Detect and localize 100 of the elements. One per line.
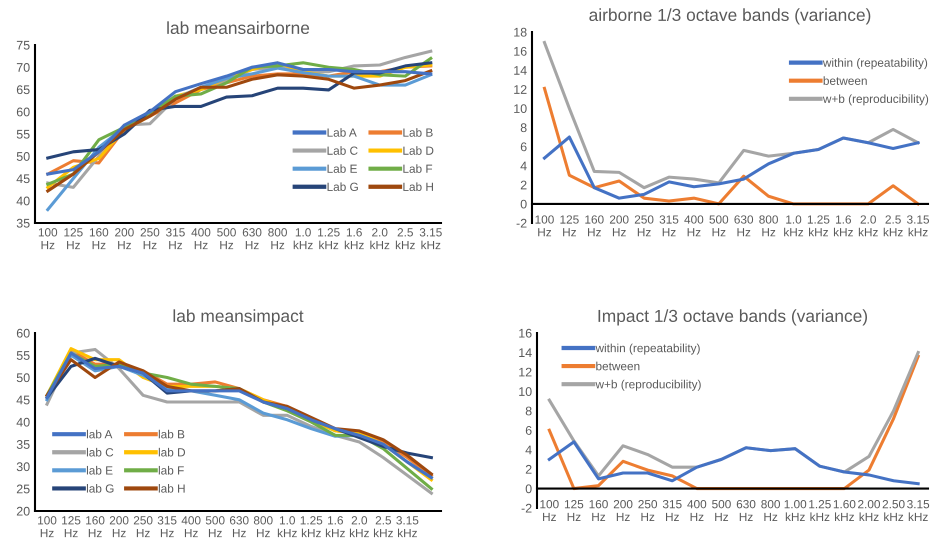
x-tick-label: 800 Hz [268,228,287,250]
x-tick-label: 250 Hz [638,500,658,521]
y-tick-label: 55 [16,351,30,360]
y-tick-label: 2 [526,464,532,474]
x-tick-label: 250 Hz [134,516,152,538]
y-tick-label: 70 [16,63,30,72]
x-tick-label: 2.50 kHz [882,500,905,521]
y-tick-label: 12 [514,85,527,94]
x-tick-label: 630 Hz [736,500,756,521]
x-tick-label: 500 Hz [712,500,731,521]
x-tick-label: 1.0 kHz [294,228,313,250]
x-tick-label: 200 Hz [110,516,128,538]
legend-label: lab A [86,430,112,438]
x-tick-label: 125 Hz [564,500,584,521]
y-tick-label: 8 [526,406,532,416]
x-tick-label: 200 Hz [115,228,134,250]
x-tick-label: 1.25 kHz [809,500,831,521]
y-tick-label: 4 [520,162,527,170]
x-tick-label: 1.60 kHz [834,500,856,521]
x-tick-label: 800 Hz [761,500,780,521]
chart-title: lab meansimpact [174,309,304,326]
legend-label: lab D [158,448,186,457]
y-tick-label: 40 [16,196,30,206]
y-tick-label: 40 [16,418,30,427]
x-tick-label: 2.5 kHz [374,516,393,538]
y-tick-label: 12 [519,368,532,376]
x-tick-label: 160 Hz [585,215,604,236]
y-tick-label: 75 [16,40,30,50]
x-tick-label: 1.6 kHz [834,215,853,236]
y-tick-label: 10 [519,387,532,396]
x-tick-label: 100 Hz [540,500,559,521]
x-tick-label: 315 Hz [660,215,678,236]
legend-label: w+b (reproducibility) [595,380,701,391]
x-tick-label: 125 Hz [62,516,80,538]
y-tick-label: 0 [520,200,527,209]
chart-title: Impact 1/3 octave bands (variance) [598,309,868,326]
legend-label: lab B [158,430,184,438]
legend-label: Lab B [403,128,433,137]
x-tick-label: 100 Hz [38,516,56,538]
legend-label: Lab A [328,128,357,137]
y-tick-label: 50 [16,373,30,382]
x-tick-label: 1.0 kHz [278,516,297,538]
x-tick-label: 200 Hz [610,215,629,236]
x-tick-label: 400 Hz [191,228,210,250]
x-tick-label: 1.25 kHz [300,516,322,538]
y-tick-label: 4 [525,446,532,454]
legend-label: lab E [86,466,113,475]
y-tick-label: 6 [520,142,527,152]
x-tick-label: 125 Hz [64,228,83,250]
x-tick-label: 250 Hz [140,228,160,250]
x-tick-label: 2.0 kHz [370,228,390,250]
legend-label: Lab D [403,146,434,155]
x-tick-label: 125 Hz [560,215,579,236]
x-tick-label: 500 Hz [709,215,728,236]
legend-label: Lab H [403,182,433,191]
legend-label: lab F [158,466,184,475]
x-tick-label: 1.6 kHz [326,516,345,538]
y-tick-label: 16 [519,328,532,338]
x-tick-label: 1.6 kHz [344,228,364,250]
x-tick-label: 160 Hz [590,500,608,521]
y-tick-label: 35 [16,440,30,449]
x-tick-label: 100 Hz [536,215,554,236]
x-tick-label: 160 Hz [86,516,104,538]
line-series [548,440,920,486]
x-tick-label: 630 Hz [242,228,262,250]
legend-label: Lab G [328,182,358,191]
legend-label: Lab E [328,164,357,173]
x-tick-label: 2.5 kHz [396,228,415,250]
x-tick-label: 400 Hz [687,500,706,521]
y-tick-label: 30 [16,462,30,472]
y-tick-label: -2 [516,218,527,228]
y-tick-label: 25 [16,484,30,494]
x-tick-label: 1.00 kHz [784,500,806,521]
line-series [542,136,920,200]
y-tick-label: 35 [16,218,30,228]
x-tick-label: 200 Hz [614,500,632,521]
y-tick-label: 14 [519,348,532,357]
x-tick-label: 800 Hz [759,215,778,236]
y-tick-label: 55 [16,130,30,139]
y-tick-label: 8 [520,123,527,132]
x-tick-label: 100 Hz [38,228,58,250]
y-tick-label: 20 [16,506,30,516]
y-tick-label: 14 [514,66,527,75]
y-tick-label: 6 [526,426,532,435]
x-tick-label: 2.0 kHz [350,516,369,538]
x-tick-label: 630 Hz [734,215,754,236]
x-tick-label: 630 Hz [230,516,249,538]
x-tick-label: 2.5 kHz [884,215,903,236]
y-tick-label: 45 [16,396,30,404]
x-tick-label: 1.25 kHz [318,228,340,250]
legend-label: lab G [86,484,114,493]
legend-label: lab H [158,484,185,493]
legend-label: within (repeatability) [822,58,928,70]
y-tick-label: 60 [16,328,30,338]
x-tick-label: 160 Hz [90,228,108,250]
y-tick-label: 16 [514,46,527,56]
x-tick-label: 3.15 kHz [396,516,418,538]
y-tick-label: 45 [16,174,30,184]
legend-label: Lab F [403,164,432,173]
x-tick-label: 2.0 kHz [858,215,878,236]
